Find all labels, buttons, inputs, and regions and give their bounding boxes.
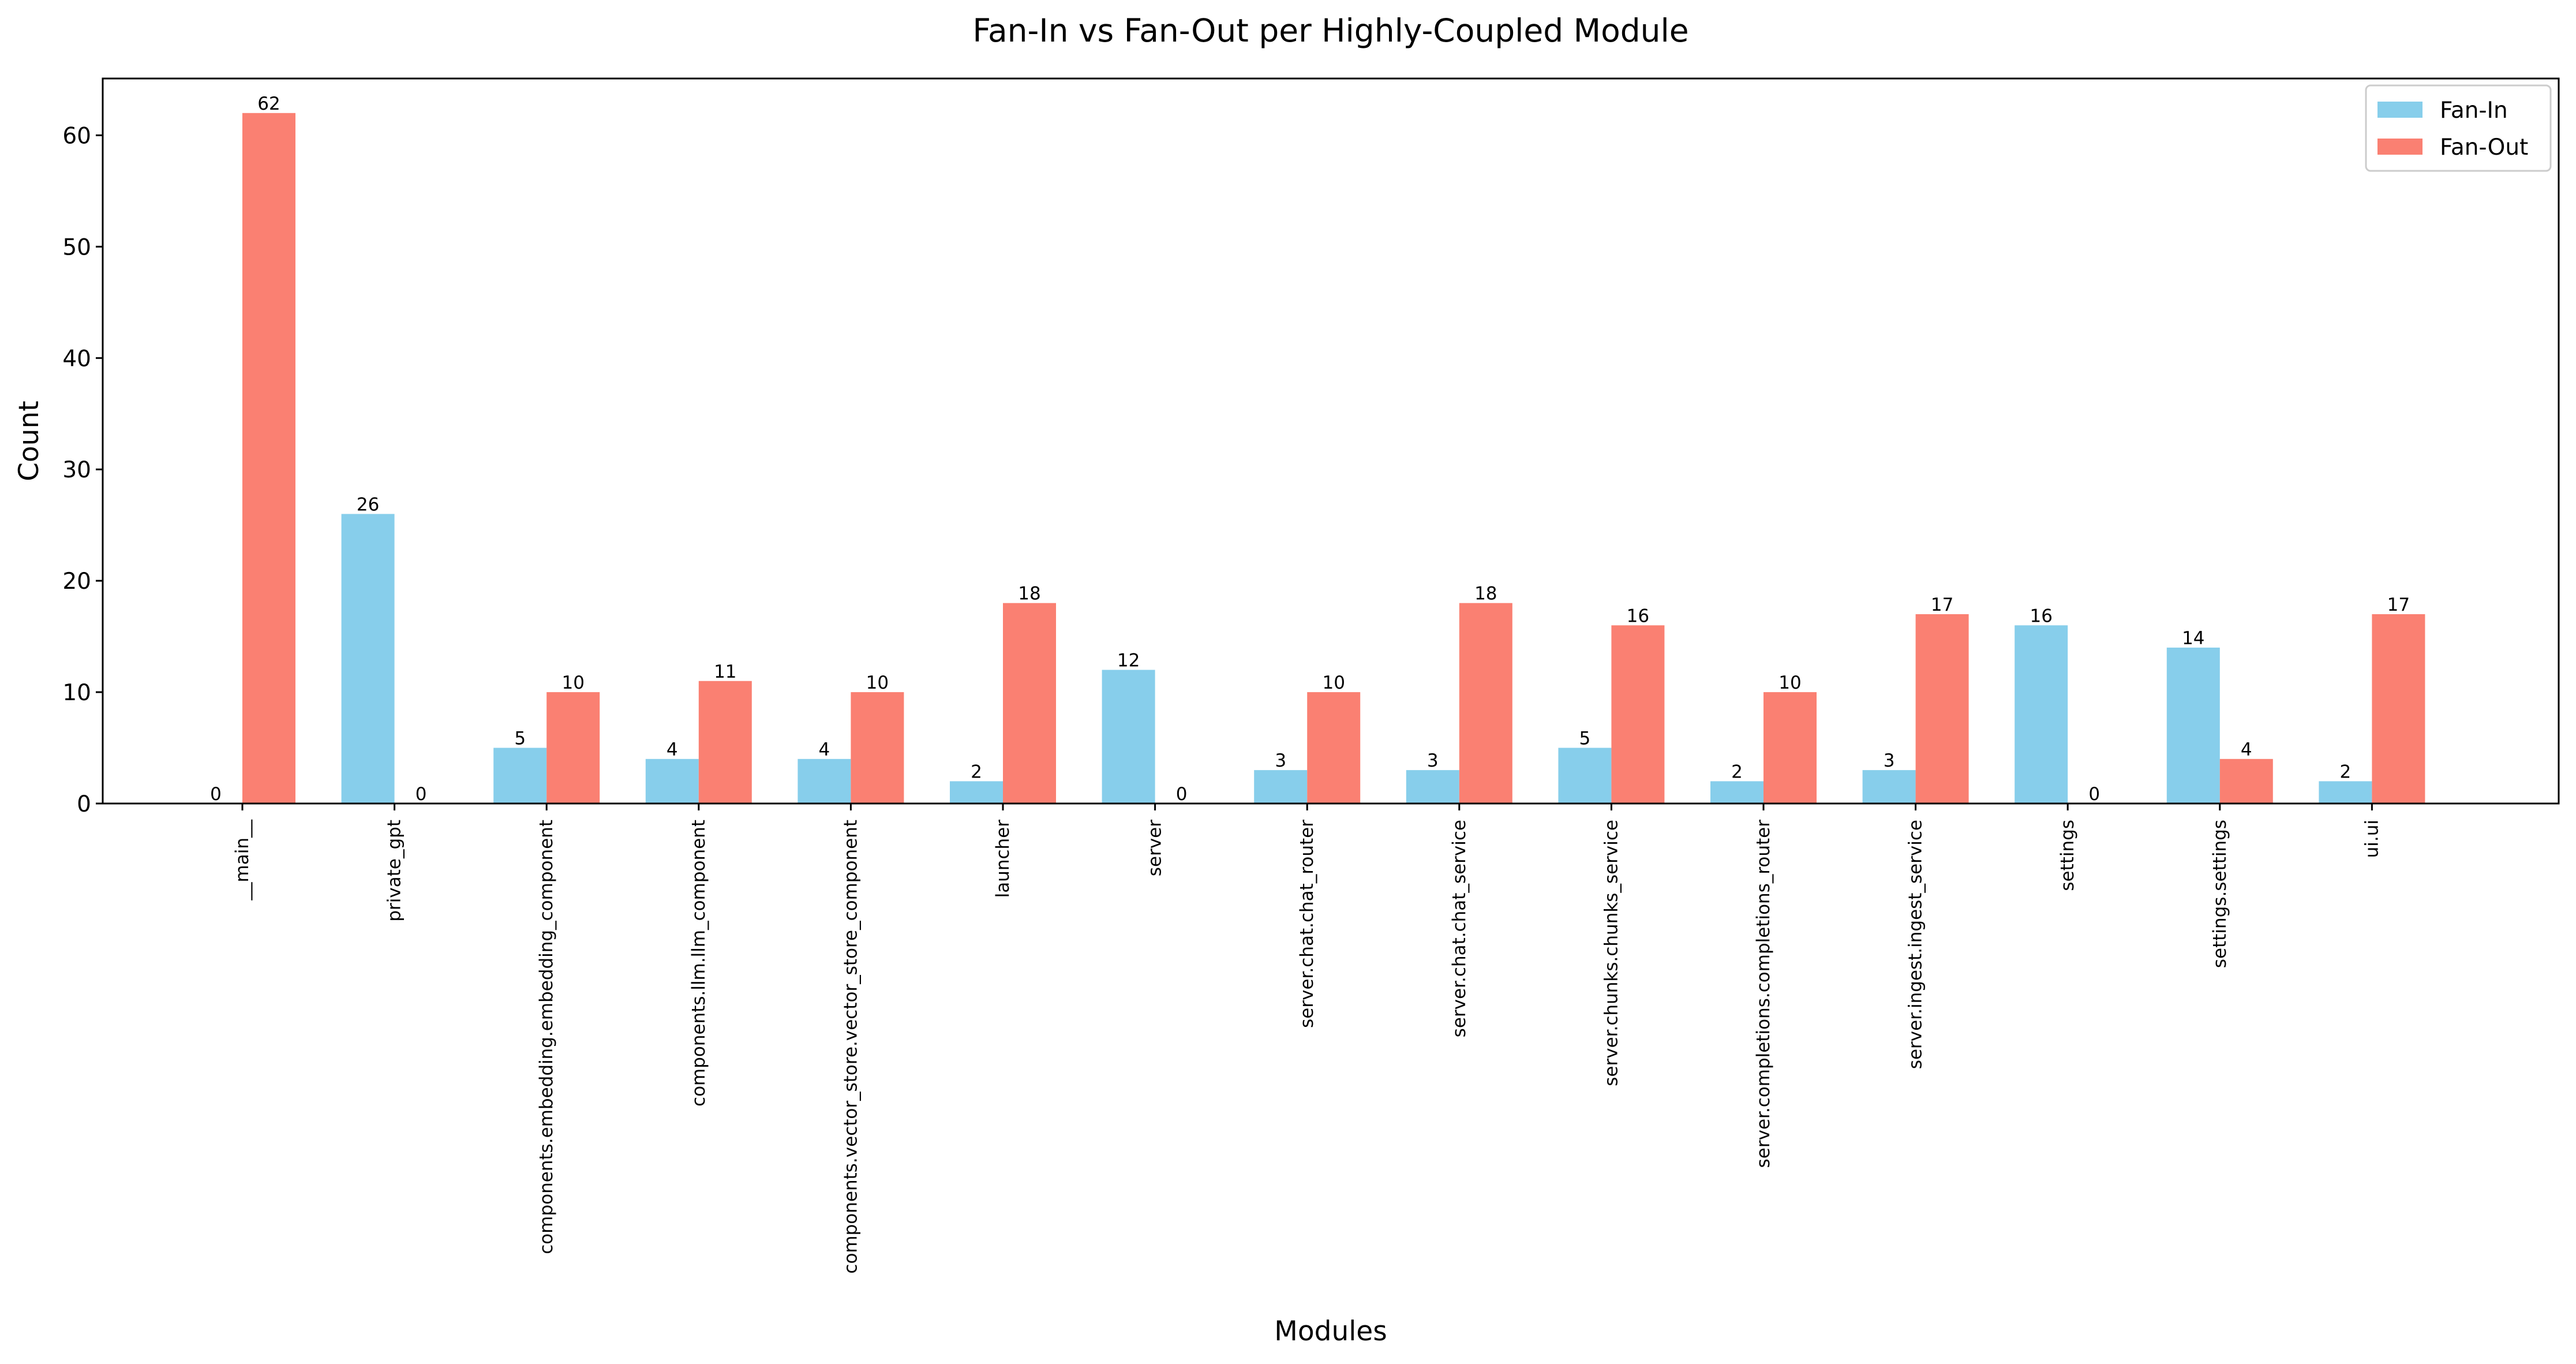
bar-fan-in-settings bbox=[2015, 625, 2068, 804]
bars-layer bbox=[242, 113, 2425, 804]
bar-fan-out-server-ingest-ingest-service bbox=[1915, 614, 1969, 804]
data-label-fan-out-server: 0 bbox=[1176, 784, 1188, 805]
data-label-fan-out-server-chat-chat-router: 10 bbox=[1322, 672, 1345, 693]
bar-fan-in-server-ingest-ingest-service bbox=[1862, 770, 1916, 804]
x-tick-label-private-gpt: private_gpt bbox=[384, 820, 405, 922]
data-label-fan-in-server-ingest-ingest-service: 3 bbox=[1884, 750, 1895, 771]
bar-fan-in-launcher bbox=[950, 781, 1003, 804]
data-label-fan-in-server-chat-chat-router: 3 bbox=[1275, 750, 1286, 771]
data-label-fan-out-launcher: 18 bbox=[1018, 584, 1040, 604]
bar-fan-out-ui-ui bbox=[2372, 614, 2425, 804]
data-label-fan-out-ui-ui: 17 bbox=[2387, 595, 2410, 615]
data-label-fan-out-settings-settings: 4 bbox=[2241, 739, 2252, 760]
data-label-fan-out-settings: 0 bbox=[2088, 784, 2100, 805]
data-label-fan-in-server-completions-completions-router: 2 bbox=[1731, 761, 1743, 782]
x-tick-label-launcher: launcher bbox=[993, 820, 1013, 898]
bar-fan-out-server-completions-completions-router bbox=[1763, 692, 1817, 804]
bar-fan-in-server-chat-chat-router bbox=[1254, 770, 1308, 804]
data-label-fan-in-launcher: 2 bbox=[971, 761, 982, 782]
y-tick-label: 0 bbox=[77, 791, 91, 817]
bar-fan-in-components-llm-llm-component bbox=[645, 758, 699, 804]
data-label-fan-out-server-ingest-ingest-service: 17 bbox=[1931, 595, 1953, 615]
y-tick-label: 50 bbox=[62, 234, 91, 260]
data-label-fan-in-private-gpt: 26 bbox=[357, 494, 379, 515]
bar-fan-in-server bbox=[1102, 670, 1155, 804]
bar-fan-in-components-embedding-embedding-component bbox=[493, 748, 547, 804]
bar-fan-in-components-vector-store-vector-store-component bbox=[797, 758, 851, 804]
legend-label-fan-in: Fan-In bbox=[2440, 98, 2508, 124]
chart-title: Fan-In vs Fan-Out per Highly-Coupled Mod… bbox=[972, 12, 1688, 49]
bar-fan-in-server-chunks-chunks-service bbox=[1558, 748, 1612, 804]
bar-fan-in-private-gpt bbox=[341, 514, 395, 804]
y-tick-label: 60 bbox=[62, 123, 91, 149]
bar-fan-out-server-chunks-chunks-service bbox=[1611, 625, 1665, 804]
bar-fan-in-settings-settings bbox=[2166, 647, 2220, 804]
legend-label-fan-out: Fan-Out bbox=[2440, 134, 2528, 160]
x-tick-label-server-completions-completions-router: server.completions.completions_router bbox=[1753, 820, 1774, 1168]
plot-frame bbox=[102, 77, 2560, 805]
x-tick-label-server-ingest-ingest-service: server.ingest.ingest_service bbox=[1905, 820, 1926, 1069]
bar-fan-in-server-chat-chat-service bbox=[1406, 770, 1459, 804]
data-label-fan-in-main: 0 bbox=[210, 784, 222, 805]
x-tick-label-components-vector-store-vector-store-component: components.vector_store.vector_store_com… bbox=[840, 820, 861, 1274]
x-tick-label-ui-ui: ui.ui bbox=[2361, 820, 2382, 858]
data-label-fan-out-private-gpt: 0 bbox=[415, 784, 427, 805]
legend-swatch-fan-out bbox=[2377, 139, 2423, 155]
bar-fan-out-settings-settings bbox=[2219, 758, 2273, 804]
x-tick-label-components-llm-llm-component: components.llm.llm_component bbox=[688, 820, 709, 1107]
data-label-fan-in-settings-settings: 14 bbox=[2182, 628, 2204, 649]
bar-fan-out-components-embedding-embedding-component bbox=[546, 692, 600, 804]
bar-fan-in-server-completions-completions-router bbox=[1710, 781, 1763, 804]
data-label-fan-in-settings: 16 bbox=[2030, 606, 2052, 626]
y-axis-label: Count bbox=[13, 401, 45, 481]
bar-fan-in-ui-ui bbox=[2319, 781, 2372, 804]
data-label-fan-out-components-vector-store-vector-store-component: 10 bbox=[866, 672, 889, 693]
x-tick-label-settings: settings bbox=[2057, 820, 2078, 891]
x-tick-label-server: server bbox=[1145, 820, 1166, 876]
data-labels-layer: 0 26 5 4 4 2 12 3 3 5 2 3 16 14 2 62 0 10 11 10 18 0 10 18 16 10 1… bbox=[210, 94, 2410, 805]
bar-fan-out-components-llm-llm-component bbox=[698, 681, 752, 804]
x-tick-label-settings-settings: settings.settings bbox=[2210, 820, 2230, 968]
legend-swatch-fan-in bbox=[2377, 102, 2423, 118]
legend: Fan-In Fan-Out bbox=[2365, 84, 2552, 172]
data-label-fan-in-server-chunks-chunks-service: 5 bbox=[1579, 728, 1591, 749]
data-label-fan-in-ui-ui: 2 bbox=[2340, 761, 2352, 782]
data-label-fan-out-server-chunks-chunks-service: 16 bbox=[1627, 606, 1649, 626]
data-label-fan-in-components-llm-llm-component: 4 bbox=[667, 739, 678, 760]
bar-fan-out-launcher bbox=[1003, 603, 1056, 804]
bar-fan-out-main bbox=[242, 113, 295, 804]
y-tick-label: 20 bbox=[62, 569, 91, 595]
x-tick-label-server-chat-chat-service: server.chat.chat_service bbox=[1449, 820, 1470, 1037]
y-tick-label: 40 bbox=[62, 346, 91, 372]
x-tick-label-main: __main__ bbox=[232, 820, 253, 901]
data-label-fan-out-main: 62 bbox=[257, 94, 280, 114]
data-label-fan-in-server: 12 bbox=[1117, 650, 1140, 671]
bar-fan-out-server-chat-chat-service bbox=[1459, 603, 1512, 804]
data-label-fan-out-server-chat-chat-service: 18 bbox=[1474, 584, 1497, 604]
x-axis-label: Modules bbox=[1274, 1316, 1387, 1347]
data-label-fan-in-components-embedding-embedding-component: 5 bbox=[514, 728, 526, 749]
data-label-fan-out-components-embedding-embedding-component: 10 bbox=[561, 672, 584, 693]
data-label-fan-out-components-llm-llm-component: 11 bbox=[714, 662, 736, 682]
x-tick-label-components-embedding-embedding-component: components.embedding.embedding_component bbox=[536, 820, 557, 1254]
y-axis: 0 10 20 30 40 50 60 bbox=[62, 123, 103, 817]
data-label-fan-in-server-chat-chat-service: 3 bbox=[1427, 750, 1439, 771]
bar-fan-out-components-vector-store-vector-store-component bbox=[851, 692, 904, 804]
data-label-fan-out-server-completions-completions-router: 10 bbox=[1779, 672, 1801, 693]
y-tick-label: 10 bbox=[62, 680, 91, 706]
x-axis: __main__ private_gpt components.embedding.… bbox=[232, 804, 2382, 1274]
x-tick-label-server-chunks-chunks-service: server.chunks.chunks_service bbox=[1601, 820, 1622, 1086]
y-tick-label: 30 bbox=[62, 457, 91, 483]
x-tick-label-server-chat-chat-router: server.chat.chat_router bbox=[1297, 820, 1317, 1028]
data-label-fan-in-components-vector-store-vector-store-component: 4 bbox=[819, 739, 830, 760]
bar-fan-out-server-chat-chat-router bbox=[1307, 692, 1361, 804]
